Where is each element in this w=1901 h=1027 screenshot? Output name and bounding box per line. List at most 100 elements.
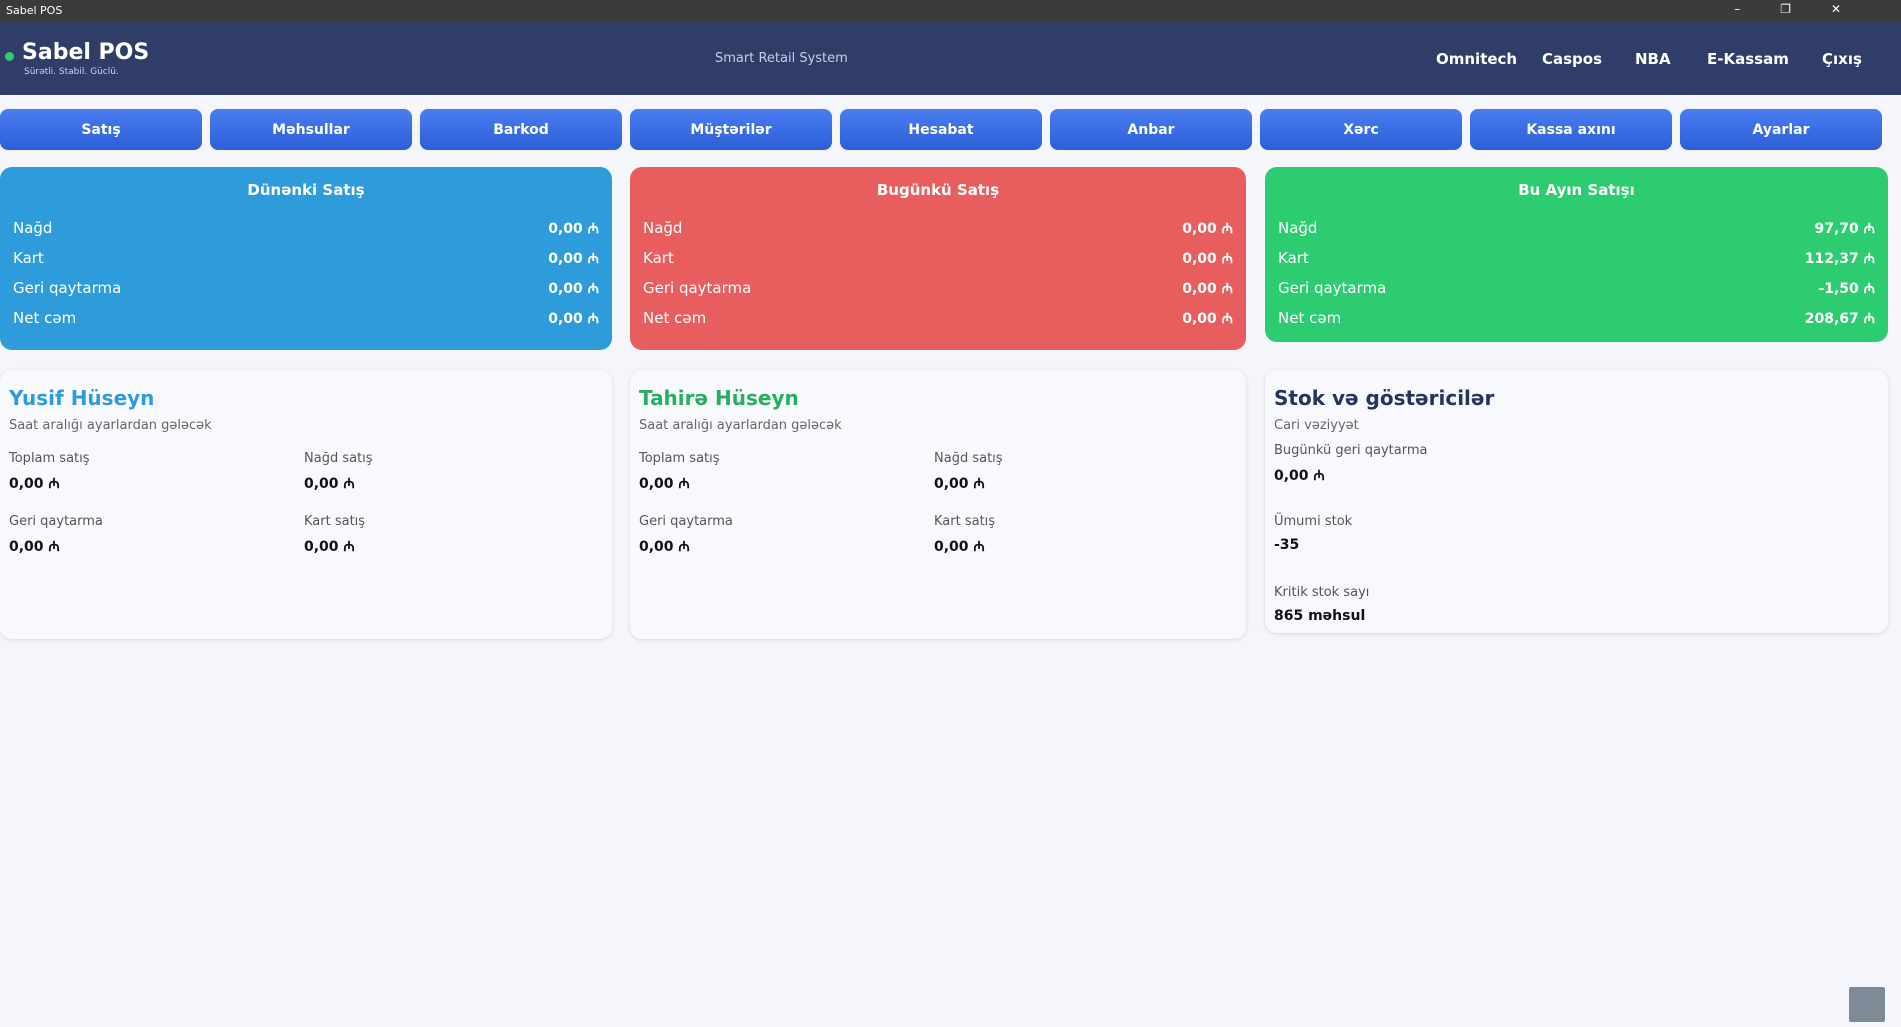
stat-label: Toplam satış [9,451,90,466]
stock-note: Cari vəziyyət [1274,418,1359,433]
window-title: Sabel POS [6,4,63,17]
stat-value: 0,00 ₼ [934,539,985,555]
summary-row: Geri qaytarma 0,00 ₼ [13,273,599,303]
stat-label: Geri qaytarma [9,514,103,529]
row-value: 0,00 ₼ [1182,220,1233,237]
row-label: Nağd [13,219,53,237]
stat: Bugünkü geri qaytarma 0,00 ₼ [1274,443,1879,506]
system-name: Smart Retail System [715,51,848,66]
summary-row: Kart 0,00 ₼ [13,243,599,273]
window-controls[interactable]: –❐✕ [1734,2,1881,16]
summary-card: Bu Ayın Satışı Nağd 97,70 ₼ Kart 112,37 ₼ Ger… [1265,167,1888,342]
row-label: Kart [643,249,674,267]
status-dot [5,52,14,61]
keyboard-icon[interactable] [1849,987,1885,1022]
nav-button[interactable]: Anbar [1050,109,1252,150]
summary-row: Net cəm 208,67 ₼ [1278,303,1875,333]
stat: Nağd satış 0,00 ₼ [304,443,554,506]
staff-card: Yusif Hüseyn Saat aralığı ayarlardan gələ… [0,370,612,639]
stat-value: 0,00 ₼ [304,476,355,492]
header-link[interactable]: Çıxış [1822,50,1862,68]
card-title: Bugünkü Satış [876,181,1000,199]
stat-value: 0,00 ₼ [9,539,60,555]
nav-button[interactable]: Kassa axını [1470,109,1672,150]
stat-label: Kart satış [304,514,366,529]
stat-label: Geri qaytarma [639,514,733,529]
row-value: 0,00 ₼ [548,310,599,327]
stats: Bugünkü geri qaytarma 0,00 ₼ Ümumi stok -35… [1274,443,1879,648]
row-label: Geri qaytarma [643,279,752,297]
row-label: Kart [1278,249,1309,267]
row-label: Kart [13,249,44,267]
summary-row: Nağd 0,00 ₼ [643,213,1233,243]
header-link[interactable]: E-Kassam [1707,50,1789,68]
row-value: 0,00 ₼ [1182,250,1233,267]
stats: Toplam satış 0,00 ₼ Nağd satış 0,00 ₼ Geri q… [639,443,1237,569]
staff-note: Saat aralığı ayarlardan gələcək [9,418,212,433]
header-link[interactable]: Omnitech [1436,50,1518,68]
card-title: Bu Ayın Satışı [1518,181,1635,199]
row-label: Net cəm [1278,309,1342,327]
stat: Kart satış 0,00 ₼ [304,506,554,569]
summary-card: Dünənki Satış Nağd 0,00 ₼ Kart 0,00 ₼ Geri qa… [0,167,612,350]
nav-button[interactable]: Barkod [420,109,622,150]
row-label: Geri qaytarma [1278,279,1387,297]
stat-value: -35 [1274,537,1300,553]
row-value: 0,00 ₼ [548,280,599,297]
stat: Kritik stok sayı 865 məhsul [1274,585,1879,648]
staff-name: Tahirə Hüseyn [639,386,799,410]
stat-label: Ümumi stok [1274,514,1353,529]
stat-value: 0,00 ₼ [639,476,690,492]
stat-value: 0,00 ₼ [1274,468,1325,484]
staff-name: Yusif Hüseyn [9,386,155,410]
stock-card: Stok və göstəricilər Cari vəziyyət Bugünkü… [1265,370,1888,633]
tagline: Sürətli. Stabil. Güclü. [24,67,119,77]
nav-button[interactable]: Ayarlar [1680,109,1882,150]
stat-label: Kritik stok sayı [1274,585,1370,600]
header: Sabel POS Sürətli. Stabil. Güclü. Smart … [0,22,1901,95]
brand: Sabel POS [22,40,150,65]
header-link[interactable]: NBA [1635,50,1671,68]
nav-button[interactable]: Xərc [1260,109,1462,150]
summary-row: Net cəm 0,00 ₼ [643,303,1233,333]
stat-value: 0,00 ₼ [639,539,690,555]
stat-value: 865 məhsul [1274,608,1366,624]
staff-card: Tahirə Hüseyn Saat aralığı ayarlardan gəl… [630,370,1246,639]
stat: Geri qaytarma 0,00 ₼ [9,506,304,569]
summary-row: Net cəm 0,00 ₼ [13,303,599,333]
nav-button[interactable]: Müştərilər [630,109,832,150]
stats: Toplam satış 0,00 ₼ Nağd satış 0,00 ₼ Geri q… [9,443,603,569]
row-label: Geri qaytarma [13,279,122,297]
stat-label: Nağd satış [934,451,1003,466]
stat: Toplam satış 0,00 ₼ [9,443,304,506]
summary-row: Kart 112,37 ₼ [1278,243,1875,273]
nav-button[interactable]: Hesabat [840,109,1042,150]
row-value: 208,67 ₼ [1804,310,1875,327]
row-value: 0,00 ₼ [548,250,599,267]
stat-label: Kart satış [934,514,996,529]
nav-button[interactable]: Məhsullar [210,109,412,150]
stat-value: 0,00 ₼ [934,476,985,492]
stat: Kart satış 0,00 ₼ [934,506,1184,569]
stat-label: Bugünkü geri qaytarma [1274,443,1428,458]
summary-row: Nağd 97,70 ₼ [1278,213,1875,243]
row-label: Net cəm [643,309,707,327]
stat: Toplam satış 0,00 ₼ [639,443,934,506]
header-link[interactable]: Caspos [1542,50,1603,68]
row-value: 0,00 ₼ [548,220,599,237]
stat-value: 0,00 ₼ [9,476,60,492]
row-label: Net cəm [13,309,77,327]
stat-value: 0,00 ₼ [304,539,355,555]
stock-title: Stok və göstəricilər [1274,386,1495,410]
stat: Geri qaytarma 0,00 ₼ [639,506,934,569]
stat: Nağd satış 0,00 ₼ [934,443,1184,506]
nav-button[interactable]: Satış [0,109,202,150]
summary-row: Geri qaytarma 0,00 ₼ [643,273,1233,303]
row-value: 0,00 ₼ [1182,280,1233,297]
summary-row: Kart 0,00 ₼ [643,243,1233,273]
row-label: Nağd [1278,219,1318,237]
row-value: -1,50 ₼ [1818,280,1875,297]
summary-row: Geri qaytarma -1,50 ₼ [1278,273,1875,303]
stat-label: Toplam satış [639,451,720,466]
